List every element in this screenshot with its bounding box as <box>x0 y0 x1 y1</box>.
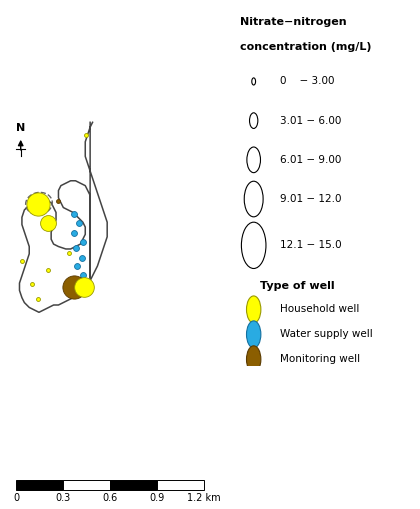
Text: 0: 0 <box>13 493 19 503</box>
Text: 1.2 km: 1.2 km <box>187 493 221 503</box>
Point <box>79 238 86 246</box>
Bar <box>157 479 204 490</box>
Point <box>72 244 79 252</box>
Point <box>71 210 78 218</box>
Point <box>74 262 80 270</box>
Text: N: N <box>16 123 25 133</box>
Polygon shape <box>19 122 107 313</box>
Text: 12.1 − 15.0: 12.1 − 15.0 <box>280 240 342 250</box>
Point <box>78 253 85 262</box>
Point <box>66 248 73 257</box>
Point <box>71 282 78 291</box>
Text: Type of well: Type of well <box>260 281 334 291</box>
Bar <box>110 479 157 490</box>
Point <box>83 131 90 139</box>
Point <box>76 219 83 228</box>
Circle shape <box>247 346 261 373</box>
Point <box>44 266 51 274</box>
Bar <box>16 479 63 490</box>
Text: 3.01 − 6.00: 3.01 − 6.00 <box>280 116 341 126</box>
Text: 9.01 − 12.0: 9.01 − 12.0 <box>280 194 341 204</box>
Point <box>81 282 87 291</box>
Circle shape <box>247 321 261 348</box>
Point <box>71 229 78 237</box>
Point <box>28 280 35 289</box>
Text: 0.3: 0.3 <box>55 493 71 503</box>
Point <box>18 257 25 265</box>
Circle shape <box>247 296 261 323</box>
Text: 0    − 3.00: 0 − 3.00 <box>280 76 335 87</box>
Text: Nitrate−nitrogen: Nitrate−nitrogen <box>241 17 347 27</box>
Point <box>79 270 86 278</box>
Text: 6.01 − 9.00: 6.01 − 9.00 <box>280 155 341 165</box>
Text: Water supply well: Water supply well <box>280 329 373 340</box>
Point <box>55 197 62 206</box>
Text: concentration (mg/L): concentration (mg/L) <box>241 42 372 52</box>
Bar <box>63 479 110 490</box>
Text: Household well: Household well <box>280 304 360 315</box>
Text: 0.9: 0.9 <box>150 493 165 503</box>
Text: 0.6: 0.6 <box>102 493 118 503</box>
Point <box>34 295 41 303</box>
Text: Monitoring well: Monitoring well <box>280 354 360 364</box>
Point <box>34 200 41 208</box>
Point <box>44 219 51 228</box>
Point <box>66 287 73 295</box>
